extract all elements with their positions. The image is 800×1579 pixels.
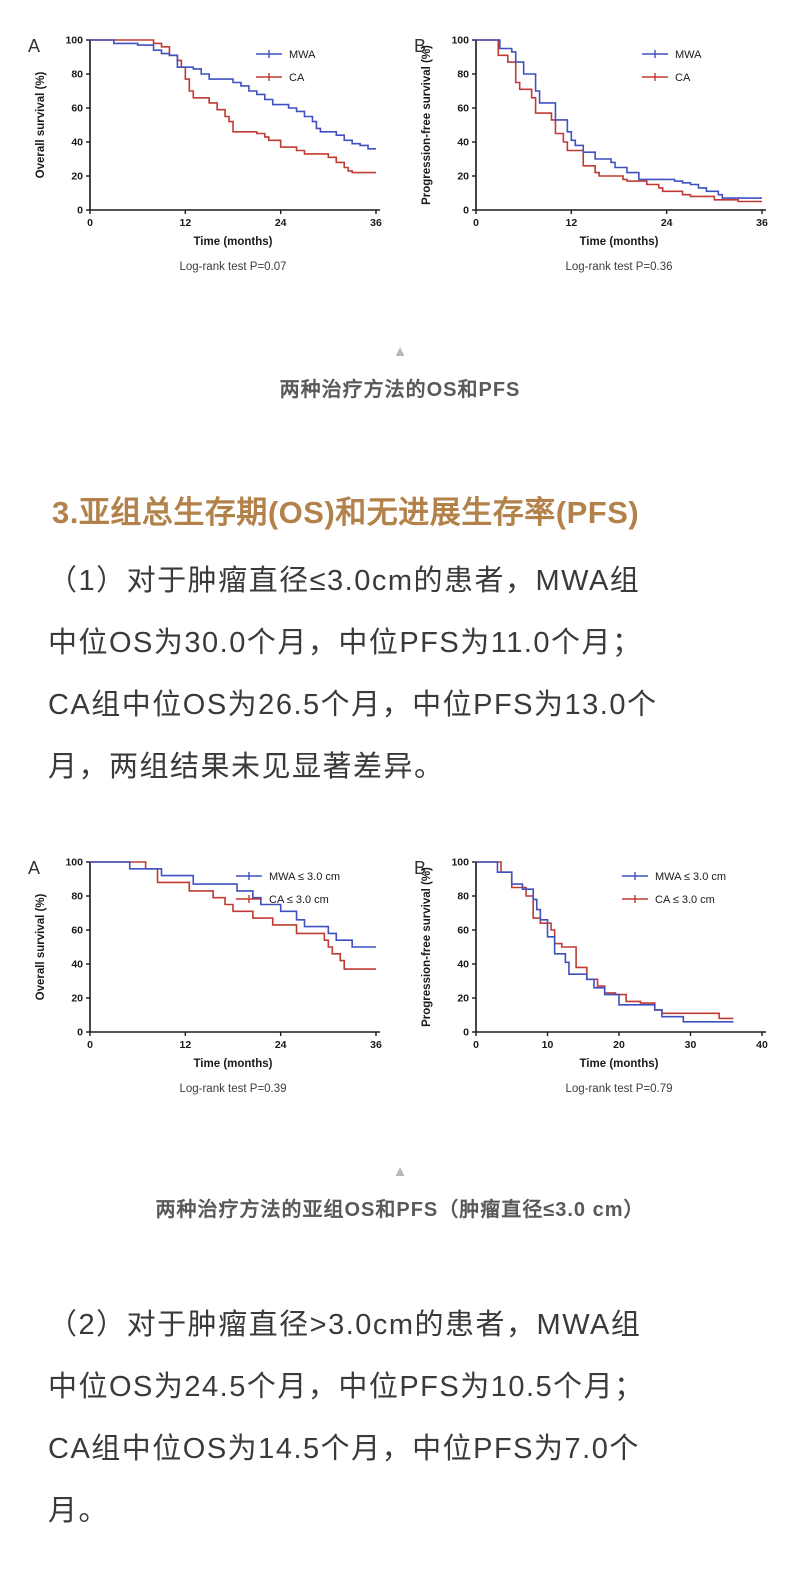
svg-text:Log-rank test P=0.36: Log-rank test P=0.36	[565, 261, 672, 273]
svg-text:24: 24	[275, 1039, 287, 1051]
svg-text:Log-rank test P=0.07: Log-rank test P=0.07	[179, 261, 286, 273]
svg-text:100: 100	[65, 857, 83, 869]
svg-text:20: 20	[71, 171, 83, 183]
svg-text:0: 0	[77, 205, 83, 217]
svg-text:12: 12	[179, 217, 191, 229]
svg-text:60: 60	[457, 103, 469, 115]
svg-text:10: 10	[542, 1039, 554, 1051]
svg-text:20: 20	[71, 993, 83, 1005]
svg-text:60: 60	[71, 925, 83, 937]
paragraph-line: 月，两组结果未见显著差异。	[48, 751, 445, 783]
svg-text:Time (months): Time (months)	[193, 236, 272, 248]
svg-text:36: 36	[756, 217, 768, 229]
svg-text:80: 80	[71, 69, 83, 81]
svg-text:0: 0	[473, 217, 479, 229]
svg-text:40: 40	[71, 137, 83, 149]
svg-text:100: 100	[65, 35, 83, 47]
svg-text:80: 80	[457, 69, 469, 81]
svg-text:24: 24	[275, 217, 287, 229]
svg-text:MWA ≤ 3.0 cm: MWA ≤ 3.0 cm	[269, 871, 340, 883]
svg-text:30: 30	[685, 1039, 697, 1051]
svg-text:60: 60	[71, 103, 83, 115]
svg-text:0: 0	[77, 1027, 83, 1039]
svg-text:100: 100	[451, 857, 469, 869]
svg-text:0: 0	[87, 217, 93, 229]
paragraph-line: 中位OS为24.5个月，中位PFS为10.5个月；	[48, 1371, 645, 1403]
svg-text:60: 60	[457, 925, 469, 937]
svg-text:40: 40	[756, 1039, 768, 1051]
svg-text:100: 100	[451, 35, 469, 47]
svg-text:24: 24	[661, 217, 673, 229]
svg-text:12: 12	[565, 217, 577, 229]
collapse-triangle-icon: ▲	[392, 1163, 408, 1180]
svg-text:CA: CA	[675, 72, 691, 84]
svg-text:0: 0	[463, 205, 469, 217]
svg-text:Progression-free survival (%): Progression-free survival (%)	[421, 45, 433, 205]
svg-text:A: A	[28, 36, 40, 56]
svg-text:20: 20	[457, 171, 469, 183]
svg-text:CA: CA	[289, 72, 305, 84]
svg-text:20: 20	[457, 993, 469, 1005]
svg-text:A: A	[28, 858, 40, 878]
svg-text:B: B	[414, 858, 426, 878]
svg-text:MWA ≤ 3.0 cm: MWA ≤ 3.0 cm	[655, 871, 726, 883]
svg-text:B: B	[414, 36, 426, 56]
svg-text:Time (months): Time (months)	[193, 1058, 272, 1070]
svg-text:CA ≤ 3.0 cm: CA ≤ 3.0 cm	[655, 894, 715, 906]
figure-1-caption: 两种治疗方法的OS和PFS	[279, 379, 521, 401]
svg-text:0: 0	[87, 1039, 93, 1051]
km-chart-os-sub: 0 12 24 36 0 20 40 60 80 100 MWA ≤ 3.0 cm CA ≤ 3.0 …	[28, 857, 382, 1096]
paragraph-line: CA组中位OS为26.5个月，中位PFS为13.0个	[48, 689, 658, 721]
km-chart-pfs-all: 0 12 24 36 0 20 40 60 80 100 MWA CA BProgression-fre…	[414, 35, 768, 274]
svg-text:Overall survival (%): Overall survival (%)	[35, 71, 47, 178]
figure-1: 0 12 24 36 0 20 40 60 80 100 MWA CA A Overall surviva…	[0, 24, 800, 282]
svg-text:Time (months): Time (months)	[579, 1058, 658, 1070]
svg-text:80: 80	[457, 891, 469, 903]
svg-text:36: 36	[370, 217, 382, 229]
svg-text:0: 0	[473, 1039, 479, 1051]
paragraph-line: 中位OS为30.0个月，中位PFS为11.0个月；	[48, 627, 643, 659]
svg-text:Time (months): Time (months)	[579, 236, 658, 248]
figure-2-caption-block: ▲ 两种治疗方法的亚组OS和PFS（肿瘤直径≤3.0 cm）	[0, 1164, 800, 1222]
svg-text:20: 20	[613, 1039, 625, 1051]
svg-text:40: 40	[457, 137, 469, 149]
collapse-triangle-icon: ▲	[392, 343, 408, 360]
paragraph-line: （2）对于肿瘤直径>3.0cm的患者，MWA组	[48, 1309, 642, 1341]
svg-text:Overall survival (%): Overall survival (%)	[35, 893, 47, 1000]
svg-text:Progression-free survival (%): Progression-free survival (%)	[421, 867, 433, 1027]
figure-2-caption: 两种治疗方法的亚组OS和PFS（肿瘤直径≤3.0 cm）	[155, 1199, 645, 1221]
svg-text:CA ≤ 3.0 cm: CA ≤ 3.0 cm	[269, 894, 329, 906]
section-heading: 3.亚组总生存期(OS)和无进展生存率(PFS)	[52, 495, 640, 530]
paragraph-line: 月。	[48, 1495, 110, 1527]
svg-text:MWA: MWA	[675, 49, 702, 61]
svg-text:40: 40	[71, 959, 83, 971]
svg-text:12: 12	[179, 1039, 191, 1051]
paragraph-2: （2）对于肿瘤直径>3.0cm的患者，MWA组 中位OS为24.5个月，中位PFS…	[0, 1294, 800, 1542]
svg-text:36: 36	[370, 1039, 382, 1051]
paragraph-line: （1）对于肿瘤直径≤3.0cm的患者，MWA组	[48, 565, 641, 597]
svg-text:MWA: MWA	[289, 49, 316, 61]
svg-text:0: 0	[463, 1027, 469, 1039]
km-chart-pfs-sub: 0 10 20 30 40 0 20 40 60 80 100 MWA ≤ 3.0 cm CA ≤ 3.…	[414, 857, 768, 1096]
figure-1-caption-block: ▲ 两种治疗方法的OS和PFS	[0, 344, 800, 402]
svg-text:Log-rank test P=0.79: Log-rank test P=0.79	[565, 1083, 672, 1095]
paragraph-line: CA组中位OS为14.5个月，中位PFS为7.0个	[48, 1433, 640, 1465]
svg-text:Log-rank test P=0.39: Log-rank test P=0.39	[179, 1083, 286, 1095]
figure-2: 0 12 24 36 0 20 40 60 80 100 MWA ≤ 3.0 cm CA ≤ 3.0 …	[0, 846, 800, 1104]
svg-text:40: 40	[457, 959, 469, 971]
km-chart-os-all: 0 12 24 36 0 20 40 60 80 100 MWA CA A Overall surviva…	[28, 35, 382, 274]
svg-text:80: 80	[71, 891, 83, 903]
paragraph-1: （1）对于肿瘤直径≤3.0cm的患者，MWA组 中位OS为30.0个月，中位PFS…	[0, 550, 800, 798]
